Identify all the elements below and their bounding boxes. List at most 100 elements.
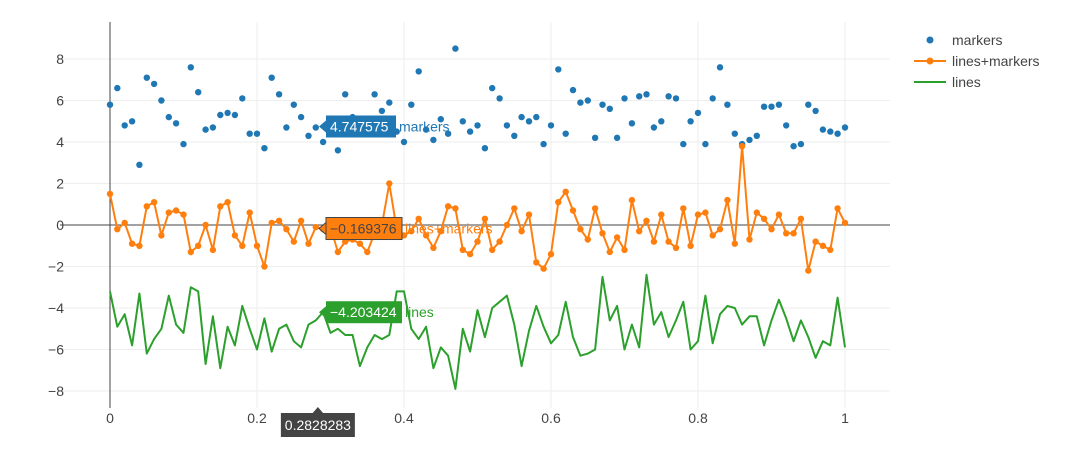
data-point[interactable] bbox=[143, 203, 150, 210]
data-point[interactable] bbox=[569, 207, 577, 214]
data-point[interactable] bbox=[503, 122, 511, 129]
data-point[interactable] bbox=[819, 126, 827, 133]
data-point[interactable] bbox=[694, 109, 702, 117]
legend-item-lines[interactable]: lines bbox=[914, 74, 981, 90]
data-point[interactable] bbox=[790, 143, 797, 150]
data-point[interactable] bbox=[150, 199, 158, 206]
data-point[interactable] bbox=[731, 130, 738, 137]
data-point[interactable] bbox=[128, 240, 136, 247]
data-point[interactable] bbox=[650, 124, 658, 131]
data-point[interactable] bbox=[400, 138, 408, 146]
data-point[interactable] bbox=[136, 242, 143, 249]
data-point[interactable] bbox=[805, 101, 812, 108]
data-point[interactable] bbox=[827, 246, 834, 254]
data-point[interactable] bbox=[746, 236, 753, 243]
data-point[interactable] bbox=[555, 199, 562, 206]
data-point[interactable] bbox=[195, 89, 202, 96]
data-point[interactable] bbox=[805, 267, 812, 274]
data-point[interactable] bbox=[790, 230, 797, 237]
data-point[interactable] bbox=[386, 180, 393, 187]
data-point[interactable] bbox=[797, 140, 805, 148]
data-point[interactable] bbox=[577, 226, 584, 233]
data-point[interactable] bbox=[672, 95, 680, 102]
data-point[interactable] bbox=[239, 95, 246, 102]
data-point[interactable] bbox=[209, 246, 217, 254]
data-point[interactable] bbox=[489, 84, 496, 92]
data-point[interactable] bbox=[430, 244, 437, 251]
data-point[interactable] bbox=[437, 116, 444, 123]
data-point[interactable] bbox=[709, 232, 716, 239]
data-point[interactable] bbox=[525, 118, 533, 125]
data-point[interactable] bbox=[209, 124, 217, 131]
data-point[interactable] bbox=[643, 91, 650, 98]
data-point[interactable] bbox=[694, 211, 702, 218]
series-points[interactable] bbox=[106, 45, 849, 274]
data-point[interactable] bbox=[180, 211, 187, 218]
legend-item-markers[interactable]: markers bbox=[926, 32, 1003, 48]
data-point[interactable] bbox=[202, 126, 209, 133]
data-point[interactable] bbox=[540, 265, 547, 272]
data-point[interactable] bbox=[466, 250, 474, 258]
data-point[interactable] bbox=[496, 238, 503, 245]
data-point[interactable] bbox=[187, 64, 194, 71]
data-point[interactable] bbox=[665, 238, 672, 245]
data-point[interactable] bbox=[283, 226, 290, 233]
data-point[interactable] bbox=[187, 248, 194, 256]
data-point[interactable] bbox=[489, 246, 496, 254]
data-point[interactable] bbox=[466, 128, 474, 135]
data-point[interactable] bbox=[680, 140, 687, 148]
data-point[interactable] bbox=[591, 134, 599, 141]
data-point[interactable] bbox=[672, 244, 680, 251]
data-point[interactable] bbox=[819, 242, 827, 249]
data-point[interactable] bbox=[415, 68, 422, 75]
data-point[interactable] bbox=[599, 230, 606, 237]
data-point[interactable] bbox=[297, 217, 305, 224]
data-point[interactable] bbox=[165, 113, 172, 121]
data-point[interactable] bbox=[136, 161, 143, 168]
data-point[interactable] bbox=[746, 136, 753, 144]
data-point[interactable] bbox=[305, 240, 312, 247]
data-point[interactable] bbox=[841, 219, 849, 227]
data-point[interactable] bbox=[716, 226, 724, 233]
data-point[interactable] bbox=[459, 246, 466, 254]
data-point[interactable] bbox=[150, 80, 158, 88]
data-point[interactable] bbox=[158, 97, 165, 104]
data-point[interactable] bbox=[658, 118, 665, 125]
data-point[interactable] bbox=[444, 130, 452, 137]
data-point[interactable] bbox=[775, 211, 783, 218]
data-point[interactable] bbox=[533, 113, 540, 121]
data-point[interactable] bbox=[444, 203, 452, 210]
data-point[interactable] bbox=[312, 124, 319, 131]
data-point[interactable] bbox=[687, 118, 694, 125]
data-point[interactable] bbox=[716, 64, 724, 71]
data-point[interactable] bbox=[224, 109, 231, 117]
data-point[interactable] bbox=[158, 232, 165, 239]
data-point[interactable] bbox=[371, 91, 378, 98]
series-line-lines[interactable] bbox=[109, 273, 846, 390]
data-point[interactable] bbox=[481, 145, 489, 152]
data-point[interactable] bbox=[577, 99, 584, 106]
data-point[interactable] bbox=[121, 122, 128, 129]
data-point[interactable] bbox=[275, 91, 283, 98]
data-point[interactable] bbox=[525, 211, 533, 218]
data-point[interactable] bbox=[606, 248, 613, 256]
data-point[interactable] bbox=[378, 107, 386, 115]
data-point[interactable] bbox=[834, 205, 841, 212]
data-point[interactable] bbox=[253, 130, 261, 137]
data-point[interactable] bbox=[217, 203, 224, 210]
data-point[interactable] bbox=[246, 130, 253, 137]
data-point[interactable] bbox=[584, 97, 591, 104]
data-point[interactable] bbox=[628, 196, 636, 204]
data-point[interactable] bbox=[665, 93, 672, 100]
data-point[interactable] bbox=[518, 228, 525, 235]
data-point[interactable] bbox=[305, 132, 312, 139]
data-point[interactable] bbox=[613, 234, 621, 241]
data-point[interactable] bbox=[547, 250, 555, 258]
data-point[interactable] bbox=[172, 207, 180, 214]
data-point[interactable] bbox=[511, 205, 518, 212]
data-point[interactable] bbox=[290, 238, 297, 245]
data-point[interactable] bbox=[128, 118, 136, 125]
data-point[interactable] bbox=[283, 124, 290, 131]
data-point[interactable] bbox=[533, 259, 540, 266]
data-point[interactable] bbox=[253, 242, 261, 249]
